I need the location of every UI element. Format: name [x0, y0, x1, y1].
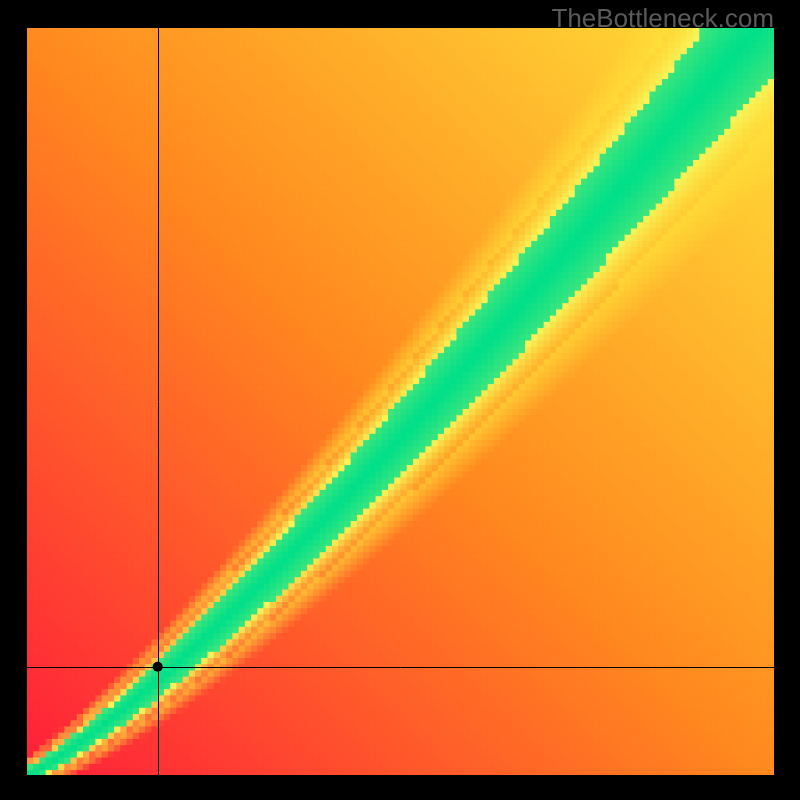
watermark-text: TheBottleneck.com: [551, 3, 774, 34]
bottleneck-heatmap: [27, 28, 774, 775]
chart-container: TheBottleneck.com: [0, 0, 800, 800]
